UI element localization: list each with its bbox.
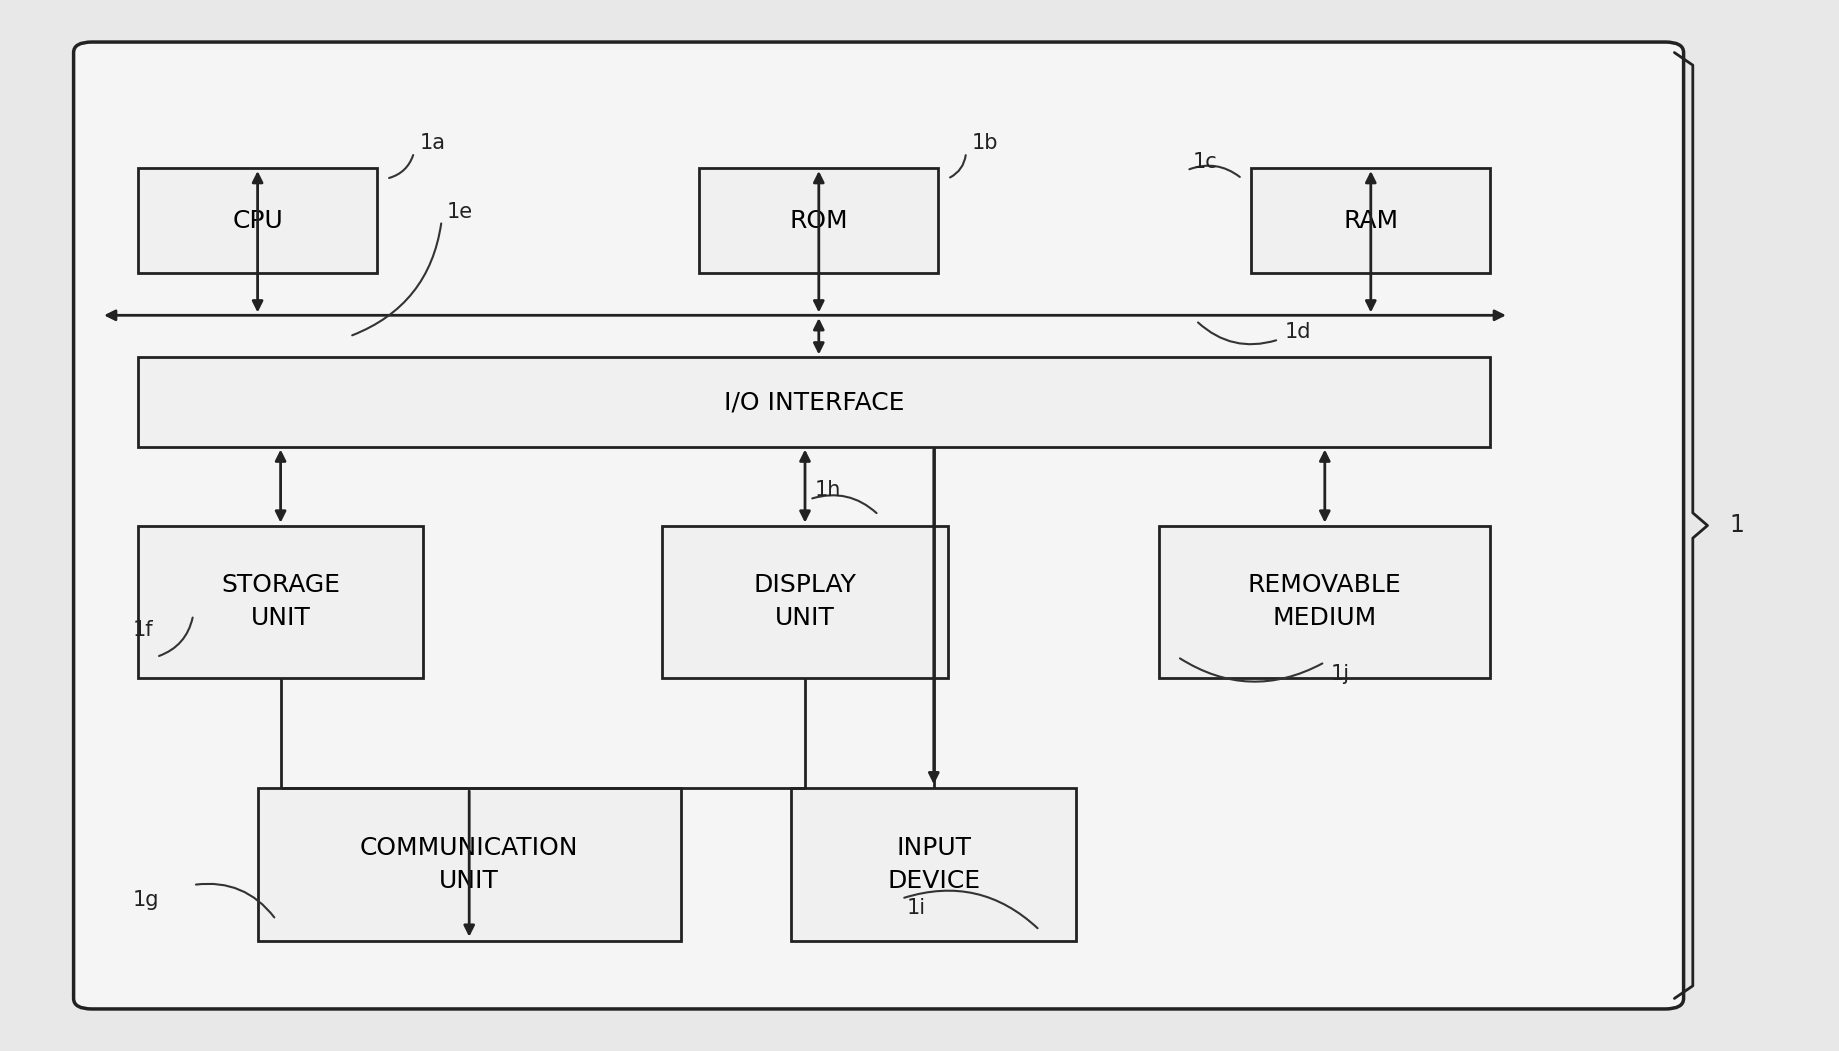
FancyBboxPatch shape (791, 788, 1076, 941)
FancyBboxPatch shape (257, 788, 680, 941)
Text: 1b: 1b (971, 133, 997, 153)
Text: CPU: CPU (232, 209, 283, 232)
FancyBboxPatch shape (1251, 168, 1490, 273)
Text: DISPLAY
UNIT: DISPLAY UNIT (754, 573, 855, 631)
Text: 1h: 1h (815, 480, 840, 500)
FancyArrowPatch shape (351, 224, 441, 335)
Text: 1c: 1c (1192, 152, 1216, 172)
FancyArrowPatch shape (1197, 323, 1276, 345)
Text: RAM: RAM (1342, 209, 1398, 232)
FancyArrowPatch shape (388, 156, 414, 178)
FancyBboxPatch shape (138, 168, 377, 273)
FancyArrowPatch shape (1179, 658, 1322, 682)
Text: 1e: 1e (447, 202, 473, 222)
FancyArrowPatch shape (903, 890, 1037, 928)
Text: STORAGE
UNIT: STORAGE UNIT (221, 573, 340, 631)
FancyBboxPatch shape (74, 42, 1683, 1009)
Text: 1i: 1i (907, 899, 925, 919)
Text: 1g: 1g (132, 890, 158, 910)
Text: 1: 1 (1729, 514, 1743, 537)
Text: 1j: 1j (1330, 664, 1348, 684)
FancyArrowPatch shape (1188, 166, 1239, 177)
FancyArrowPatch shape (195, 884, 274, 918)
FancyBboxPatch shape (662, 526, 947, 678)
Text: 1d: 1d (1284, 323, 1309, 343)
FancyArrowPatch shape (811, 495, 875, 513)
FancyBboxPatch shape (138, 357, 1490, 447)
Text: REMOVABLE
MEDIUM: REMOVABLE MEDIUM (1247, 573, 1401, 631)
FancyBboxPatch shape (138, 526, 423, 678)
Text: 1f: 1f (132, 620, 153, 640)
FancyArrowPatch shape (158, 618, 193, 656)
FancyBboxPatch shape (1159, 526, 1490, 678)
Text: 1a: 1a (419, 133, 445, 153)
Text: INPUT
DEVICE: INPUT DEVICE (886, 836, 980, 893)
Text: I/O INTERFACE: I/O INTERFACE (723, 390, 905, 414)
FancyBboxPatch shape (699, 168, 938, 273)
FancyArrowPatch shape (949, 156, 965, 178)
Text: ROM: ROM (789, 209, 848, 232)
Text: COMMUNICATION
UNIT: COMMUNICATION UNIT (360, 836, 577, 893)
